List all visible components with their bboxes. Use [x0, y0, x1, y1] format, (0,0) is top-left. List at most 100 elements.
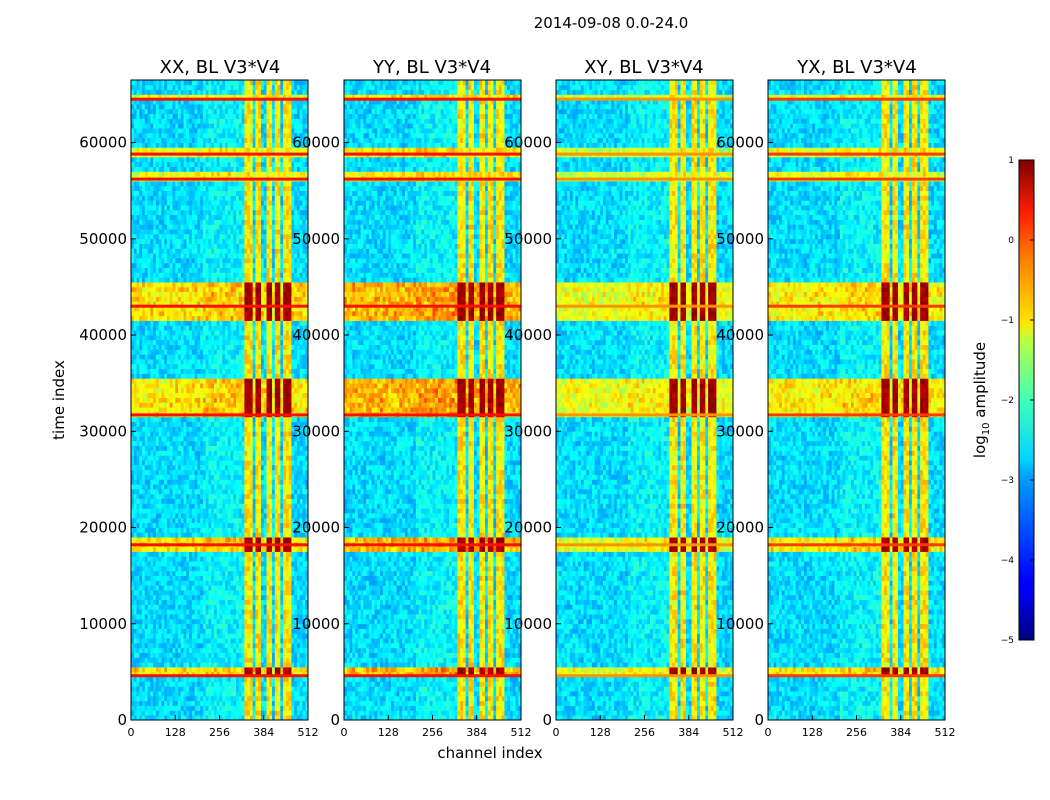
heatmap-cell: [289, 662, 292, 667]
heatmap-cell: [228, 508, 231, 513]
heatmap-cell: [186, 354, 189, 359]
heatmap-cell: [139, 465, 142, 470]
heatmap-cell: [255, 595, 258, 600]
heatmap-cell: [283, 600, 286, 605]
heatmap-cell: [211, 657, 214, 662]
heatmap-cell: [228, 470, 231, 475]
heatmap-cell: [280, 460, 283, 465]
heatmap-cell: [286, 696, 289, 701]
heatmap-cell: [134, 508, 137, 513]
heatmap-cell: [297, 682, 300, 687]
heatmap-cell: [255, 508, 258, 513]
heatmap-cell: [255, 503, 258, 508]
heatmap-cell: [178, 710, 181, 715]
heatmap-cell: [261, 470, 264, 475]
heatmap-cell: [242, 499, 245, 504]
heatmap-cell: [294, 475, 297, 480]
heatmap-cell: [148, 561, 151, 566]
heatmap-cell: [231, 566, 234, 571]
heatmap-cell: [214, 475, 217, 480]
heatmap-cell: [225, 657, 228, 662]
heatmap-cell: [208, 489, 211, 494]
heatmap-cell: [244, 407, 247, 412]
heatmap-cell: [184, 508, 187, 513]
heatmap-cell: [208, 398, 211, 403]
heatmap-cell: [228, 518, 231, 523]
heatmap-cell: [280, 417, 283, 422]
heatmap-cell: [161, 470, 164, 475]
heatmap-cell: [283, 691, 286, 696]
heatmap-cell: [300, 667, 303, 672]
heatmap-cell: [164, 479, 167, 484]
heatmap-cell: [206, 595, 209, 600]
heatmap-cell: [250, 479, 253, 484]
heatmap-cell: [255, 638, 258, 643]
heatmap-cell: [242, 561, 245, 566]
heatmap-cell: [164, 686, 167, 691]
heatmap-cell: [289, 383, 292, 388]
heatmap-cell: [253, 537, 256, 542]
heatmap-cell: [156, 580, 159, 585]
heatmap-cell: [145, 523, 148, 528]
heatmap-cell: [269, 686, 272, 691]
heatmap-cell: [267, 398, 270, 403]
heatmap-cell: [280, 605, 283, 610]
heatmap-cell: [286, 624, 289, 629]
heatmap-cell: [261, 345, 264, 350]
heatmap-cell: [286, 682, 289, 687]
heatmap-cell: [267, 349, 270, 354]
heatmap-cell: [195, 359, 198, 364]
heatmap-cell: [267, 508, 270, 513]
heatmap-cell: [302, 677, 305, 682]
heatmap-cell: [206, 446, 209, 451]
heatmap-cell: [302, 585, 305, 590]
heatmap-cell: [148, 460, 151, 465]
heatmap-cell: [267, 479, 270, 484]
heatmap-cell: [291, 451, 294, 456]
heatmap-cell: [278, 455, 281, 460]
heatmap-cell: [275, 354, 278, 359]
heatmap-cell: [142, 436, 145, 441]
heatmap-cell: [167, 422, 170, 427]
heatmap-cell: [197, 417, 200, 422]
heatmap-cell: [242, 532, 245, 537]
heatmap-cell: [278, 407, 281, 412]
heatmap-cell: [153, 600, 156, 605]
heatmap-cell: [200, 528, 203, 533]
heatmap-cell: [272, 518, 275, 523]
heatmap-cell: [211, 556, 214, 561]
heatmap-cell: [161, 422, 164, 427]
heatmap-cell: [197, 590, 200, 595]
heatmap-cell: [172, 398, 175, 403]
heatmap-cell: [186, 643, 189, 648]
heatmap-cell: [300, 682, 303, 687]
heatmap-cell: [222, 710, 225, 715]
heatmap-cell: [192, 475, 195, 480]
heatmap-cell: [258, 489, 261, 494]
heatmap-cell: [275, 499, 278, 504]
heatmap-cell: [222, 600, 225, 605]
heatmap-cell: [172, 349, 175, 354]
heatmap-cell: [261, 552, 264, 557]
heatmap-cell: [302, 691, 305, 696]
heatmap-cell: [142, 484, 145, 489]
heatmap-cell: [255, 576, 258, 581]
heatmap-cell: [137, 479, 140, 484]
heatmap-cell: [255, 580, 258, 585]
heatmap-cell: [184, 345, 187, 350]
heatmap-cell: [236, 422, 239, 427]
heatmap-cell: [269, 552, 272, 557]
heatmap-cell: [184, 686, 187, 691]
heatmap-cell: [189, 638, 192, 643]
heatmap-cell: [189, 528, 192, 533]
heatmap-cell: [195, 701, 198, 706]
heatmap-cell: [211, 417, 214, 422]
heatmap-cell: [214, 653, 217, 658]
heatmap-cell: [236, 523, 239, 528]
heatmap-cell: [195, 398, 198, 403]
heatmap-cell: [239, 710, 242, 715]
heatmap-cell: [153, 571, 156, 576]
heatmap-cell: [222, 446, 225, 451]
heatmap-cell: [258, 426, 261, 431]
heatmap-cell: [189, 484, 192, 489]
